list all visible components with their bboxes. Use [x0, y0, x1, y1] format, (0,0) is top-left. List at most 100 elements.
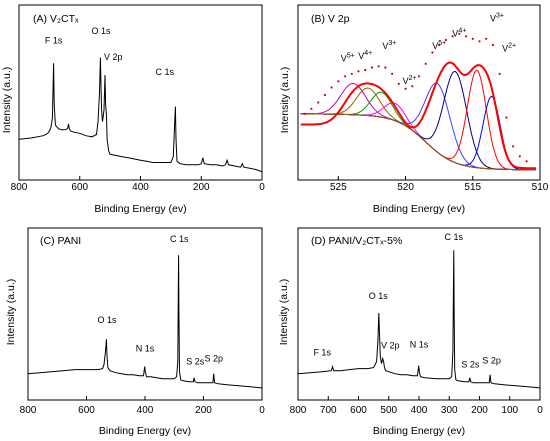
- peak-label: S 2s: [186, 357, 205, 367]
- x-tick-label: 200: [193, 182, 210, 193]
- x-tick-label: 300: [441, 405, 458, 416]
- data-point: [518, 155, 521, 158]
- data-point: [377, 65, 380, 68]
- panel-d: 800 700 600 500 400 300 200 100 0 Binding Energy …: [278, 227, 543, 437]
- fit-component: [300, 70, 536, 171]
- x-tick-label: 0: [259, 182, 265, 193]
- panel-title: (A) V₂CTₓ: [33, 13, 79, 25]
- plot-frame: [27, 227, 263, 401]
- panel-a: 800 600 400 200 0 Binding Energy (ev) Intensit…: [1, 4, 265, 215]
- data-point: [511, 145, 515, 148]
- data-point: [417, 75, 421, 78]
- x-tick-label: 510: [532, 182, 549, 193]
- spectrum-line: [28, 255, 262, 389]
- data-point: [438, 43, 441, 47]
- data-point: [384, 66, 387, 69]
- x-axis-label: Binding Energy (ev): [373, 425, 465, 437]
- x-axis-label: Binding Energy (ev): [94, 203, 186, 215]
- peak-label: V4+: [358, 50, 372, 61]
- panel-b: 525 520 515 510 Binding Energy (ev) Intensity…: [279, 4, 549, 215]
- peak-label: V2+: [502, 42, 516, 53]
- x-tick-label: 200: [195, 405, 212, 416]
- data-point: [337, 80, 340, 83]
- fit-component: [300, 69, 536, 171]
- y-axis-label: Intensity (a.u.): [5, 279, 17, 346]
- peak-label: C 1s: [170, 234, 189, 244]
- spectrum-line: [19, 57, 262, 173]
- data-point: [478, 40, 481, 43]
- panel-title: (B) V 2p: [311, 13, 350, 25]
- x-tick-label: 400: [411, 405, 428, 416]
- peak-label: O 1s: [369, 291, 389, 301]
- x-tick-label: 600: [350, 405, 367, 416]
- x-tick-label: 500: [380, 405, 397, 416]
- peak-label: V 2p: [381, 340, 400, 350]
- panel-title: (D) PANI/V₂CTₓ-5%: [311, 235, 402, 247]
- x-tick-label: 515: [464, 182, 481, 193]
- peak-label: V 2p: [104, 52, 123, 62]
- data-point: [397, 82, 400, 85]
- peak-label: C 1s: [445, 232, 464, 242]
- x-tick-label: 400: [132, 182, 149, 193]
- peak-label: S 2p: [204, 354, 223, 364]
- data-point: [310, 107, 313, 110]
- data-point: [471, 37, 474, 40]
- plot-area: [300, 32, 536, 171]
- plot-area: [19, 57, 262, 173]
- y-axis-label: Intensity (a.u.): [278, 279, 290, 346]
- fit-background: [300, 113, 536, 171]
- y-axis-label: Intensity (a.u.): [279, 67, 291, 134]
- data-point: [330, 86, 333, 89]
- x-tick-label: 800: [11, 182, 28, 193]
- data-point: [303, 112, 306, 115]
- data-point: [465, 35, 468, 38]
- peak-label: F 1s: [313, 348, 331, 358]
- peak-label: O 1s: [97, 315, 117, 325]
- data-point: [404, 87, 407, 90]
- plot-area: [298, 250, 540, 389]
- data-point: [424, 62, 427, 65]
- x-tick-label: 100: [501, 405, 518, 416]
- x-tick-label: 800: [290, 405, 307, 416]
- data-point: [485, 37, 488, 40]
- peak-label: V5+: [432, 40, 446, 51]
- y-axis-label: Intensity (a.u.): [1, 67, 13, 134]
- plot-area: [28, 255, 262, 389]
- x-tick-label: 400: [137, 405, 154, 416]
- peak-label: F 1s: [45, 36, 63, 46]
- x-tick-label: 200: [471, 405, 488, 416]
- x-tick-label: 800: [20, 405, 37, 416]
- plot-frame: [297, 227, 541, 401]
- x-tick-label: 700: [320, 405, 337, 416]
- data-point: [357, 70, 360, 73]
- panel-title: (C) PANI: [40, 235, 81, 247]
- peak-label: V3+: [490, 12, 504, 23]
- data-point: [431, 51, 434, 54]
- data-point: [344, 75, 347, 78]
- peak-label: N 1s: [136, 343, 155, 353]
- x-tick-label: 520: [397, 182, 414, 193]
- panel-c: 800 600 400 200 0 Binding Energy (ev) Intensit…: [5, 227, 265, 437]
- peak-label: S 2p: [482, 356, 501, 366]
- peak-label: V5+: [341, 52, 355, 63]
- data-point: [364, 68, 367, 72]
- x-tick-label: 0: [537, 405, 543, 416]
- data-point: [505, 116, 508, 119]
- data-point: [525, 160, 528, 163]
- peak-label: O 1s: [91, 26, 111, 36]
- x-axis-label: Binding Energy (ev): [99, 425, 191, 437]
- data-point: [491, 43, 494, 47]
- data-point: [411, 85, 414, 88]
- data-point: [323, 93, 326, 97]
- data-point: [458, 32, 461, 35]
- fit-envelope: [300, 61, 536, 170]
- peak-label: N 1s: [410, 339, 429, 349]
- peak-label: C 1s: [156, 67, 175, 77]
- plot-frame: [18, 4, 263, 181]
- peak-label: S 2s: [461, 360, 480, 370]
- data-point: [444, 38, 447, 42]
- peak-label: V2+: [403, 75, 417, 86]
- x-axis-label: Binding Energy (ev): [373, 203, 465, 215]
- x-tick-label: 525: [330, 182, 347, 193]
